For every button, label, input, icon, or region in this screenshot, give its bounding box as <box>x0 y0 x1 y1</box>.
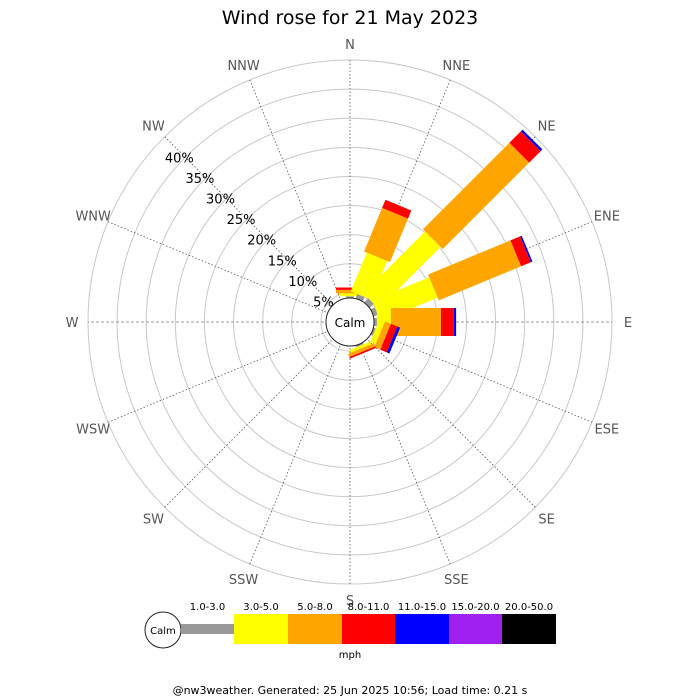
bar-ne-1.0-3.0 <box>364 298 374 308</box>
bar-ene-3.0-5.0 <box>372 277 438 322</box>
grid-ring <box>174 146 526 498</box>
radial-label: 30% <box>206 192 235 207</box>
bar-ese-8.0-11.0 <box>380 323 398 353</box>
legend-bin-label: 15.0-20.0 <box>451 602 499 613</box>
spoke-sw <box>164 340 332 508</box>
bar-ese-3.0-5.0 <box>370 321 384 345</box>
chart-title: Wind rose for 21 May 2023 <box>222 7 479 29</box>
bar-n-1.0-3.0 <box>346 296 354 298</box>
legend-bin-label: 8.0-11.0 <box>348 602 390 613</box>
bar-nne-1.0-3.0 <box>355 293 365 302</box>
bar-nne-3.0-5.0 <box>350 252 388 300</box>
radial-label: 10% <box>288 275 317 290</box>
bar-ne-5.0-8.0 <box>422 142 530 250</box>
bar-ene-5.0-8.0 <box>428 240 522 301</box>
spoke-ese <box>373 331 593 423</box>
direction-label-ese: ESE <box>594 422 619 437</box>
legend-bin-label: 20.0-50.0 <box>505 602 553 613</box>
legend-calm-label: Calm <box>150 626 176 637</box>
bar-sse-3.0-5.0 <box>349 341 372 353</box>
legend-swatch-20.0-50.0 <box>502 614 556 644</box>
spoke-ssw <box>249 345 341 565</box>
bar-ne-11.0-15.0 <box>520 129 543 152</box>
radial-label: 40% <box>165 151 194 166</box>
legend-bin-label: 3.0-5.0 <box>243 602 278 613</box>
bar-sse-1.0-3.0 <box>355 342 364 348</box>
spoke-wnw <box>107 221 327 313</box>
bar-ese-11.0-15.0 <box>386 326 401 354</box>
direction-label-se: SE <box>538 513 554 528</box>
footer-text: @nw3weather. Generated: 25 Jun 2025 10:5… <box>173 684 528 697</box>
bar-ese-1.0-3.0 <box>370 327 376 336</box>
direction-label-nnw: NNW <box>227 59 259 74</box>
direction-label-ene: ENE <box>594 210 620 225</box>
bar-ene-11.0-15.0 <box>520 235 533 263</box>
bar-ne-8.0-11.0 <box>509 131 541 163</box>
radial-labels: 5% 10% 15% 20% 25% 30% 35% 40% <box>165 151 334 310</box>
direction-label-nne: NNE <box>443 59 471 74</box>
direction-label-s: S <box>346 594 354 609</box>
legend-swatch-1.0-3.0 <box>181 624 234 634</box>
wind-bars <box>336 129 543 359</box>
radial-label: 25% <box>227 213 256 228</box>
bar-nne-5.0-8.0 <box>364 207 408 263</box>
radial-label: 5% <box>313 295 334 310</box>
legend-swatch-3.0-5.0 <box>234 614 288 644</box>
direction-label-wnw: WNW <box>75 210 111 225</box>
spoke-nw <box>164 136 332 304</box>
direction-labels: N NNE NE ENE E ESE SE SSE S SSW SW WSW W WNW NW NNW <box>66 38 633 609</box>
direction-label-nw: NW <box>142 119 165 134</box>
legend-swatch-8.0-11.0 <box>342 614 395 644</box>
spoke-se <box>368 340 536 508</box>
radial-label: 20% <box>247 234 276 249</box>
bar-ene-1.0-3.0 <box>370 307 379 317</box>
direction-label-ne: NE <box>538 119 556 134</box>
spoke-wsw <box>107 331 327 423</box>
legend-swatch-5.0-8.0 <box>288 614 342 644</box>
bar-sse-5.0-8.0 <box>348 343 376 358</box>
bar-ene-8.0-11.0 <box>510 236 531 267</box>
bar-e-1.0-3.0 <box>374 318 377 326</box>
legend-unit: mph <box>339 650 361 661</box>
bar-n-3.0-5.0 <box>339 293 361 297</box>
calm-label: Calm <box>335 316 366 330</box>
bar-ne-3.0-5.0 <box>363 231 441 309</box>
direction-label-wsw: WSW <box>76 422 110 437</box>
spoke-sse <box>359 345 451 565</box>
legend-swatch-15.0-20.0 <box>449 614 502 644</box>
legend-bin-label: 5.0-8.0 <box>297 602 332 613</box>
bar-ese-5.0-8.0 <box>374 321 391 350</box>
spoke-nnw <box>249 79 341 299</box>
direction-label-w: W <box>66 316 79 331</box>
speed-legend: Calm mph 1.0-3.0 3.0-5.0 5.0-8.0 8.0-11.0 11… <box>144 602 556 661</box>
bar-e-5.0-8.0 <box>390 308 441 336</box>
bar-e-8.0-11.0 <box>440 308 454 336</box>
direction-label-sw: SW <box>143 513 164 528</box>
direction-label-ssw: SSW <box>229 573 259 588</box>
calm-center: Calm <box>325 297 375 347</box>
radial-label: 35% <box>185 172 214 187</box>
direction-label-sse: SSE <box>444 573 469 588</box>
legend-bin-label: 11.0-15.0 <box>398 602 446 613</box>
radial-label: 15% <box>268 254 297 269</box>
direction-label-n: N <box>345 38 355 53</box>
bar-nne-8.0-11.0 <box>382 199 412 219</box>
bar-e-11.0-15.0 <box>453 308 457 336</box>
direction-label-e: E <box>624 316 632 331</box>
bar-sse-8.0-11.0 <box>349 346 376 359</box>
legend-bin-label: 1.0-3.0 <box>190 602 225 613</box>
legend-swatch-11.0-15.0 <box>395 614 449 644</box>
